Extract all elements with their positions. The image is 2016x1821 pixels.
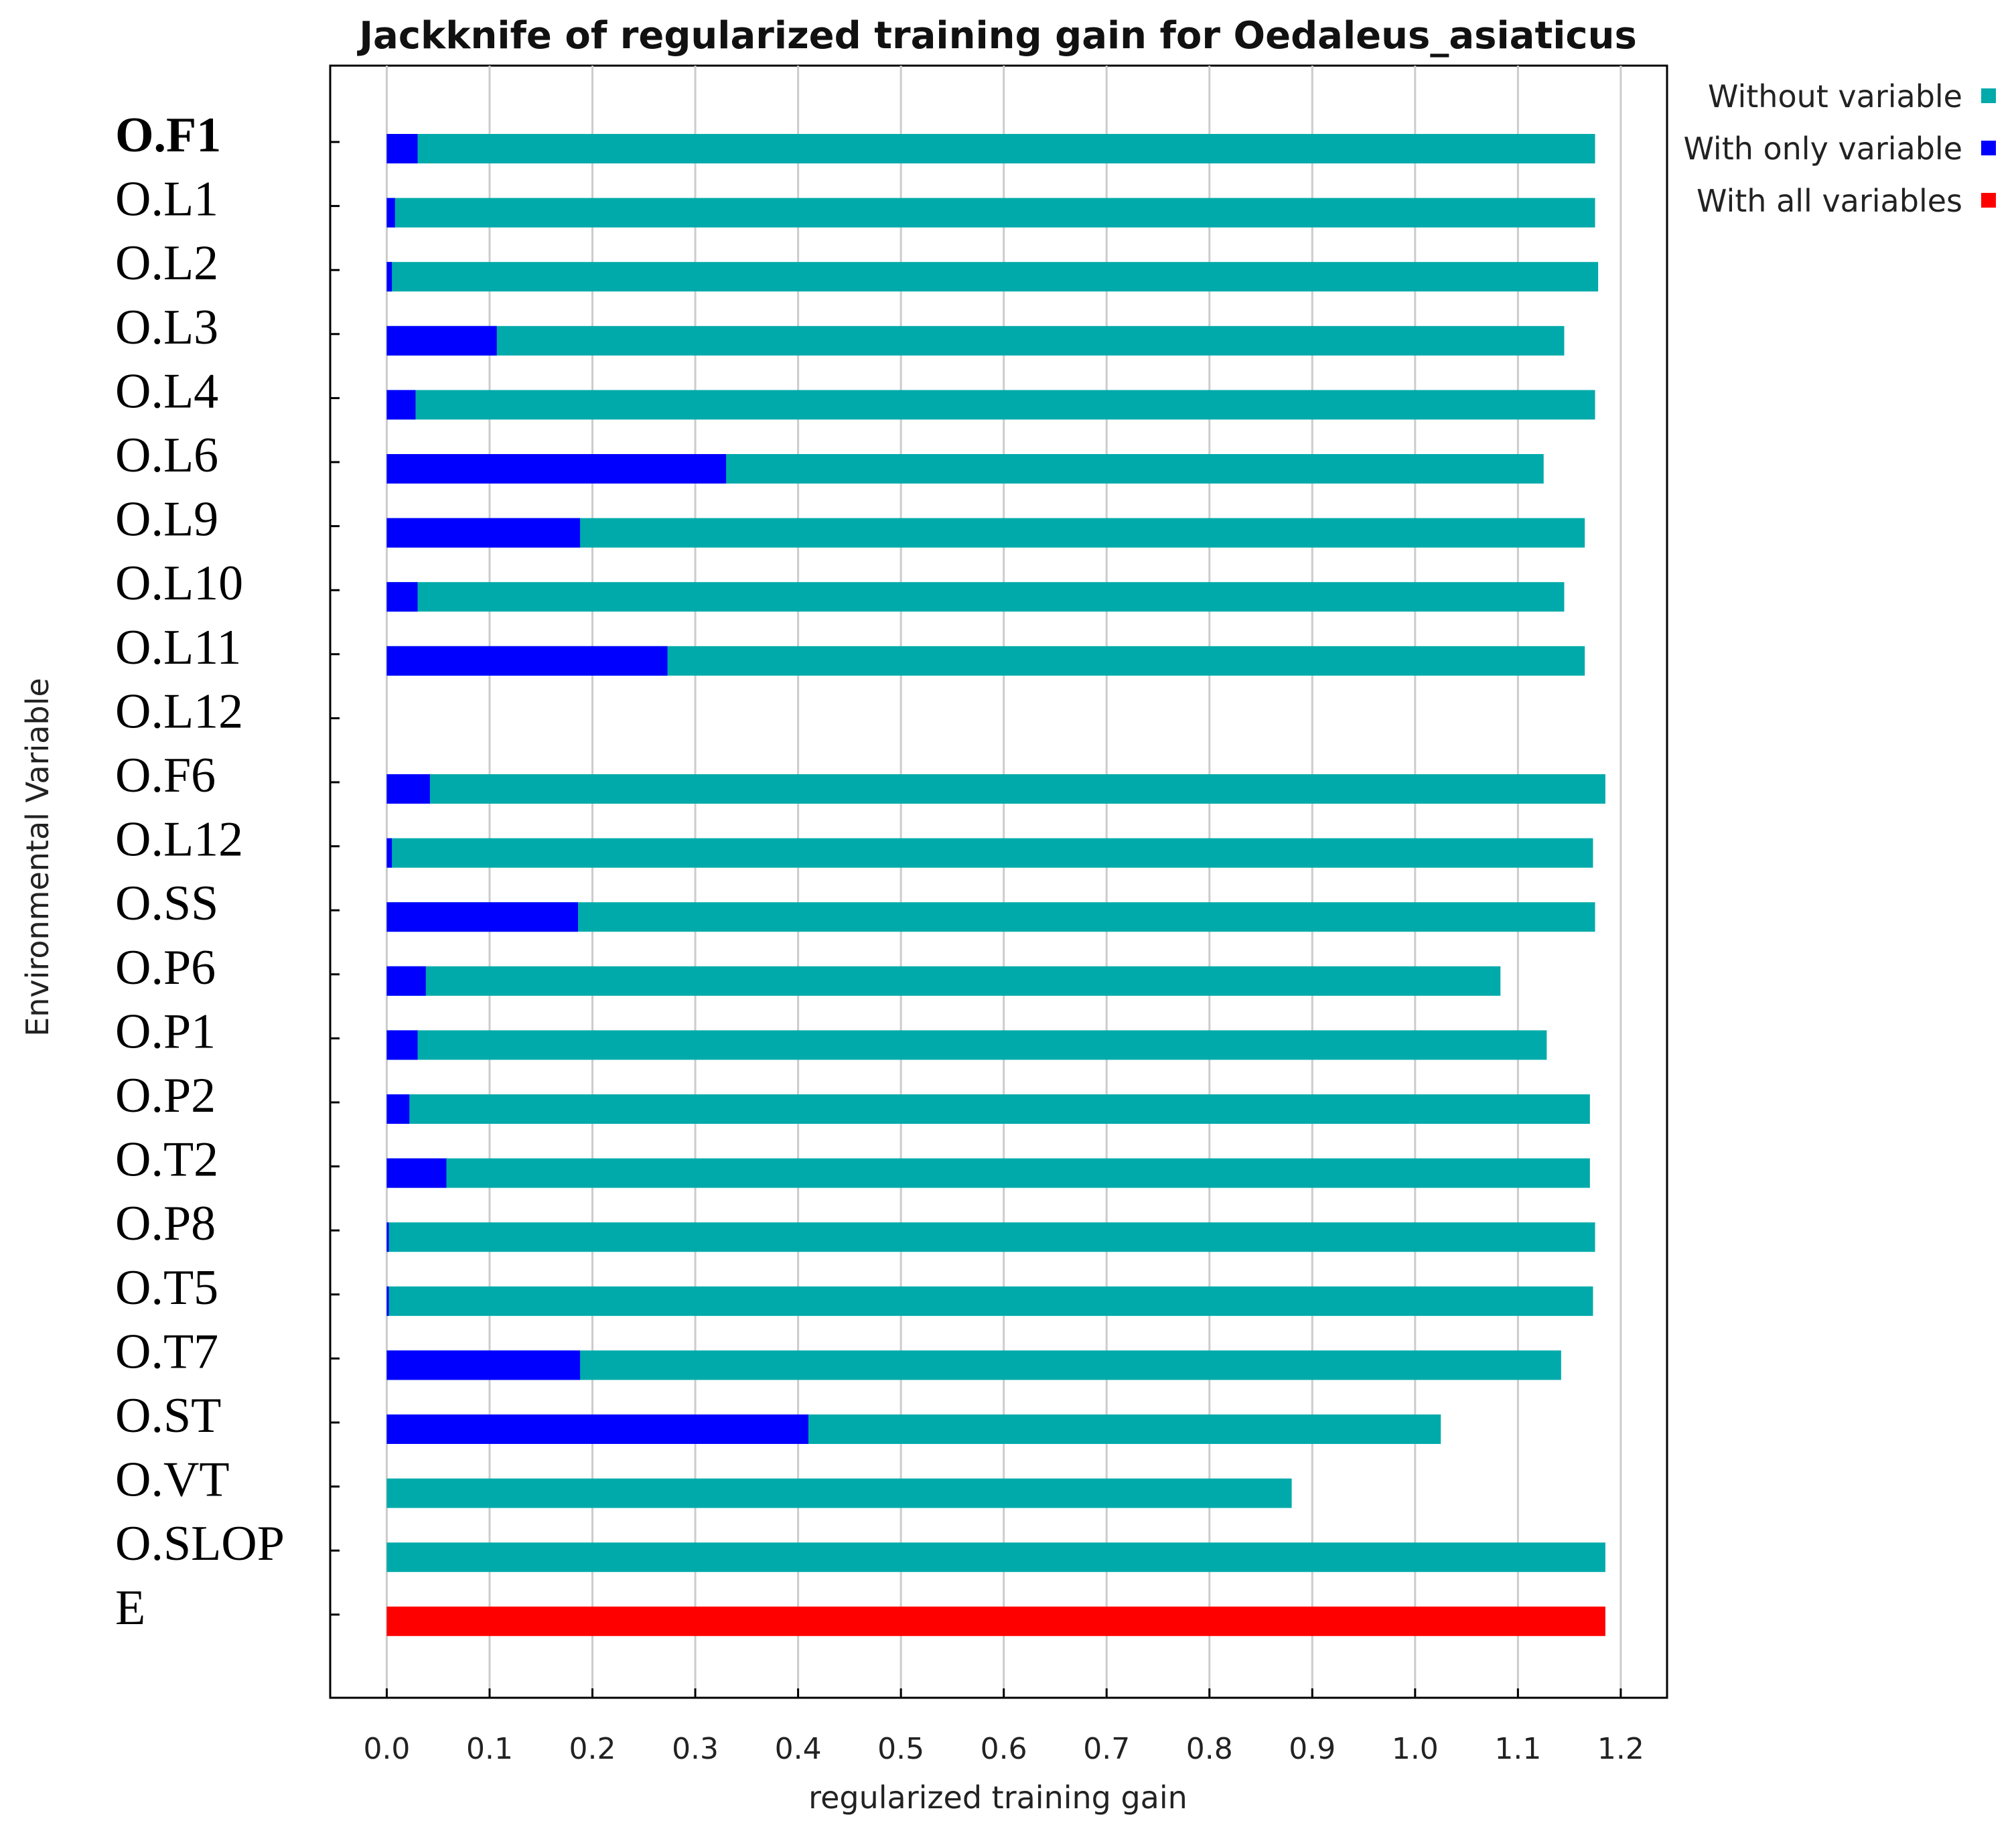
x-tick-label: 0.3 [672,1732,719,1766]
bar-without-variable [386,262,1599,292]
category-label: O.L4 [115,364,218,419]
bar-without-variable [386,966,1501,996]
category-label: O.SS [115,876,218,931]
x-tick-label: 1.0 [1392,1732,1439,1766]
bar-without-variable [386,198,1595,228]
bar-without-variable [386,1222,1595,1252]
category-label: O.ST [115,1388,221,1443]
legend: Without variable With only variable With a… [1683,78,1996,219]
bar-with-only-variable [386,262,392,292]
legend-swatch [1981,88,1996,103]
bar-with-only-variable [386,902,579,932]
category-label: O.L9 [115,492,218,547]
category-label: O.F6 [115,748,216,803]
bar-with-only-variable [386,454,727,484]
y-axis-ticks [330,141,340,1616]
category-label: O.L6 [115,428,218,483]
bar-with-only-variable [386,1286,389,1316]
bar-with-only-variable [386,774,430,804]
bar-without-variable [386,134,1595,163]
x-tick-label: 0.2 [569,1732,616,1766]
bar-group [386,134,1605,1636]
category-label: O.P2 [115,1068,216,1123]
bar-with-only-variable [386,134,418,163]
bar-without-variable [386,838,1593,868]
category-label: O.L10 [115,556,243,611]
bar-without-variable [386,1350,1561,1380]
legend-swatch [1981,193,1996,208]
bar-with-all-variables [386,1606,1605,1636]
bar-with-only-variable [386,582,418,612]
bar-with-only-variable [386,518,581,548]
legend-swatch [1981,141,1996,155]
x-tick-label: 0.5 [877,1732,924,1766]
bar-with-only-variable [386,1222,389,1252]
bar-without-variable [386,325,1565,356]
x-tick-label: 0.9 [1289,1732,1336,1766]
category-label: O.L11 [115,620,241,675]
x-tick-label: 0.7 [1083,1732,1130,1766]
bar-without-variable [386,390,1595,420]
bar-without-variable [386,1094,1590,1124]
bar-without-variable [386,1478,1292,1508]
legend-label: With only variable [1683,131,1962,167]
bar-with-only-variable [386,198,395,228]
category-labels: O.F1 O.L1 O.L2 O.L3 O.L4 O.L6 O.L9 O.L10 O.L11 O.… [115,108,285,1635]
x-tick-label: 0.6 [981,1732,1027,1766]
bar-with-only-variable [386,1414,808,1444]
x-tick-label: 0.4 [775,1732,822,1766]
plot-area [329,64,1668,1699]
category-label: O.T2 [115,1133,218,1187]
x-axis-ticks: 0.0 0.1 0.2 0.3 0.4 0.5 0.6 0.7 0.8 0.9 1.0 1.1 1.2 [363,1688,1644,1766]
bar-with-only-variable [386,325,497,356]
category-label: O.L2 [115,236,218,291]
bar-with-only-variable [386,838,392,868]
category-label: O.L3 [115,300,218,355]
bar-without-variable [386,1158,1590,1188]
category-label: O.T7 [115,1324,218,1379]
category-label: O.P1 [115,1004,216,1059]
bar-without-variable [386,1542,1605,1573]
bar-without-variable [386,582,1565,612]
category-label: O.P6 [115,940,216,995]
legend-label: Without variable [1708,78,1962,115]
bar-with-only-variable [386,1158,447,1188]
chart-title: Jackknife of regularized training gain f… [356,14,1637,58]
x-axis-title: regularized training gain [808,1779,1187,1816]
bar-without-variable [386,902,1595,932]
bar-without-variable [386,1030,1547,1060]
category-label: E [115,1581,145,1635]
bar-without-variable [386,774,1605,804]
bar-with-only-variable [386,646,668,676]
x-tick-label: 0.8 [1186,1732,1233,1766]
category-label: O.P8 [115,1196,216,1251]
category-label: O.F1 [115,108,221,163]
bar-with-only-variable [386,1094,410,1124]
category-label: O.L12 [115,812,243,867]
bar-with-only-variable [386,1030,418,1060]
bar-without-variable [386,518,1585,548]
x-tick-label: 1.2 [1597,1732,1644,1766]
bar-without-variable [386,1286,1593,1316]
legend-label: With all variables [1697,183,1962,219]
bar-with-only-variable [386,390,416,420]
category-label: O.T5 [115,1260,218,1315]
y-axis-title: Environmental Variable [19,678,56,1037]
bar-with-only-variable [386,966,426,996]
category-label: O.L1 [115,172,218,227]
category-label: O.L12 [115,684,243,739]
x-tick-label: 0.0 [363,1732,410,1766]
category-label: O.SLOP [115,1516,285,1571]
bar-with-only-variable [386,1350,581,1380]
x-tick-label: 0.1 [466,1732,513,1766]
x-tick-label: 1.1 [1494,1732,1541,1766]
category-label: O.VT [115,1453,230,1508]
